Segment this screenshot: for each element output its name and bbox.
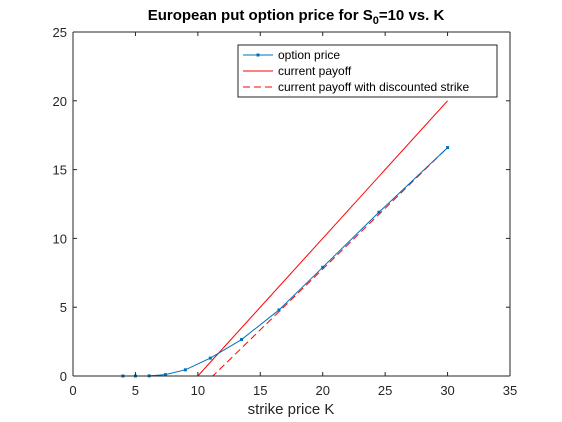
legend-label-current-payoff: current payoff [278, 64, 352, 78]
x-tick-label: 0 [69, 383, 76, 398]
x-tick-label: 20 [315, 383, 329, 398]
y-tick-label: 25 [53, 25, 67, 40]
data-point [277, 308, 281, 312]
data-point [321, 265, 325, 269]
ticks-layer: 0 5 10 15 20 25 30 35 0 5 10 15 20 25 [53, 25, 518, 398]
legend-entry-discounted-payoff: current payoff with discounted strike [243, 80, 470, 94]
legend: option price current payoff current payo… [237, 44, 498, 98]
legend-marker-option-price [256, 53, 260, 57]
data-point [446, 146, 450, 150]
chart-title: European put option price for S0=10 vs. … [148, 7, 445, 27]
data-point [163, 373, 167, 377]
legend-label-discounted-payoff: current payoff with discounted strike [278, 80, 470, 94]
data-point [377, 210, 381, 214]
legend-box [237, 44, 498, 98]
legend-entry-option-price: option price [243, 48, 340, 62]
y-tick-label: 10 [53, 231, 67, 246]
x-tick-label: 15 [253, 383, 267, 398]
y-tick-label: 5 [60, 300, 67, 315]
data-point [240, 338, 244, 342]
y-tick-label: 15 [53, 163, 67, 178]
x-tick-label: 35 [503, 383, 517, 398]
x-tick-label: 5 [132, 383, 139, 398]
data-point [183, 368, 187, 372]
x-tick-label: 30 [440, 383, 454, 398]
x-tick-label: 10 [191, 383, 205, 398]
legend-label-option-price: option price [278, 48, 340, 62]
x-tick-label: 25 [378, 383, 392, 398]
y-tick-label: 20 [53, 94, 67, 109]
x-axis-label: strike price K [248, 401, 335, 418]
y-tick-label: 0 [60, 369, 67, 384]
legend-entry-current-payoff: current payoff [243, 64, 352, 78]
axes-box [72, 31, 511, 377]
data-point [208, 356, 212, 360]
